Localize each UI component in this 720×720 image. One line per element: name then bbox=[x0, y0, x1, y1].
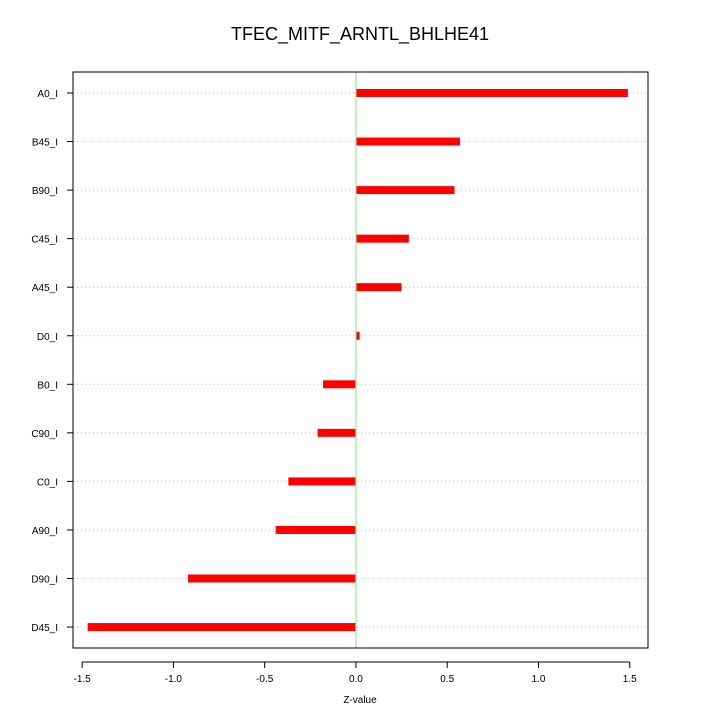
bars bbox=[87, 89, 628, 632]
category-label: B90_I bbox=[32, 186, 58, 197]
bar bbox=[188, 574, 356, 583]
plot-frame bbox=[72, 71, 649, 649]
category-label: D90_I bbox=[31, 575, 58, 586]
x-tick-label: 1.5 bbox=[623, 674, 637, 685]
category-label: D45_I bbox=[31, 623, 58, 634]
x-axis-label: Z-value bbox=[343, 695, 377, 706]
category-label: A45_I bbox=[32, 283, 58, 294]
grid-lines bbox=[73, 92, 648, 628]
category-label: A0_I bbox=[37, 89, 58, 100]
x-tick-label: 1.0 bbox=[532, 674, 546, 685]
x-tick-label: -1.5 bbox=[74, 674, 92, 685]
category-label: B45_I bbox=[32, 138, 58, 149]
chart-title: TFEC_MITF_ARNTL_BHLHE41 bbox=[231, 24, 489, 45]
bar bbox=[288, 477, 356, 486]
bar bbox=[355, 283, 402, 292]
category-label: C90_I bbox=[31, 429, 58, 440]
bar bbox=[355, 89, 628, 97]
category-label: C0_I bbox=[37, 477, 58, 488]
x-tick-label: -1.0 bbox=[165, 674, 183, 685]
x-axis: -1.5 -1.0 -0.5 0.0 0.5 1.0 1.5 bbox=[74, 661, 637, 685]
category-label: D0_I bbox=[37, 332, 58, 343]
bar bbox=[317, 428, 356, 437]
bar bbox=[355, 234, 409, 243]
bar bbox=[355, 137, 460, 146]
bar bbox=[355, 186, 455, 195]
bar bbox=[87, 623, 356, 632]
x-tick-label: -0.5 bbox=[256, 674, 274, 685]
y-axis: A0_I B45_I B90_I C45_I A45_I D0_I B0_I C90_I C0_… bbox=[31, 89, 73, 634]
category-label: A90_I bbox=[32, 526, 58, 537]
category-label: C45_I bbox=[31, 235, 58, 246]
bar bbox=[275, 525, 356, 534]
bar bbox=[355, 331, 360, 340]
x-tick-label: 0.5 bbox=[440, 674, 454, 685]
x-tick-label: 0.0 bbox=[349, 674, 363, 685]
bar bbox=[323, 380, 356, 389]
category-label: B0_I bbox=[37, 380, 58, 391]
